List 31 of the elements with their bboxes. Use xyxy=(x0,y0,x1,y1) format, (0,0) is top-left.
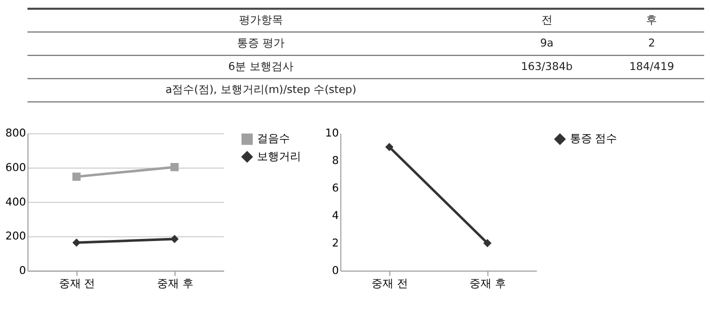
point xyxy=(72,238,81,247)
text: 9a xyxy=(540,36,554,50)
category-label: 전 xyxy=(541,13,552,26)
category-label: 평가항목 xyxy=(238,13,283,26)
x-tick-label: 중재 후 xyxy=(156,276,194,290)
point xyxy=(170,162,179,172)
category-label: 후 xyxy=(646,13,658,26)
legend-label: 걸음수 xyxy=(256,132,290,146)
y-tick-label: 0 xyxy=(19,264,26,278)
y-tick-label: 400 xyxy=(5,195,26,208)
legend-label: 보행거리 xyxy=(256,150,301,163)
y-tick-label: 10 xyxy=(325,126,339,140)
y-tick-label: 200 xyxy=(5,230,26,243)
legend-label: 통증 점수 xyxy=(570,132,618,146)
text: 163/384b xyxy=(521,60,573,73)
y-tick-label: 6 xyxy=(332,182,339,195)
text: 184/419 xyxy=(629,60,674,73)
text: a점수(점), 보행거리(m)/step 수(step) xyxy=(166,83,356,96)
y-tick-label: 4 xyxy=(332,209,339,222)
y-tick-label: 600 xyxy=(5,161,26,174)
x-tick-label: 중재 전 xyxy=(372,276,408,290)
y-tick-label: 8 xyxy=(332,154,339,168)
text: 2 xyxy=(648,36,656,50)
x-tick-label: 중재 전 xyxy=(58,276,96,290)
category-label: 6분 보행검사 xyxy=(228,60,294,73)
y-tick-label: 2 xyxy=(332,236,339,250)
x-tick-label: 중재 후 xyxy=(470,276,506,290)
point xyxy=(72,172,81,181)
y-tick-label: 0 xyxy=(332,264,339,278)
y-tick-label: 800 xyxy=(5,126,26,140)
category-label: 통증 평가 xyxy=(237,36,285,50)
